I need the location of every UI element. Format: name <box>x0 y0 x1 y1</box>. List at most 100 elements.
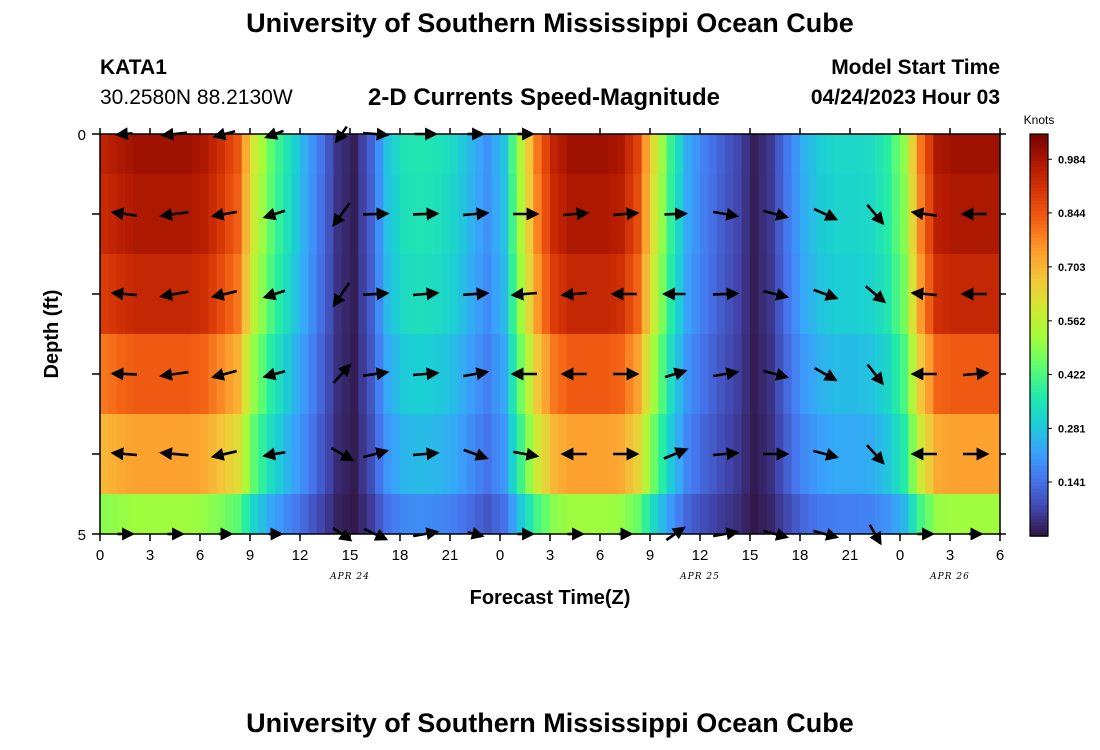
heatmap-cell <box>741 134 751 174</box>
heatmap-cell <box>150 414 159 494</box>
colorbar-step <box>1030 234 1048 239</box>
colorbar-step <box>1030 150 1048 155</box>
heatmap-cell <box>841 414 851 494</box>
heatmap-cell <box>650 414 659 494</box>
heatmap-cell <box>875 494 884 534</box>
heatmap-cell <box>941 254 951 334</box>
current-vectors <box>110 125 990 546</box>
x-tick-label: 3 <box>946 547 954 564</box>
heatmap-cell <box>250 174 259 254</box>
heatmap-cell <box>800 134 809 174</box>
heatmap-cell <box>100 174 109 254</box>
heatmap-cell <box>575 494 584 534</box>
colorbar-step <box>1030 361 1048 366</box>
heatmap-cell <box>850 254 859 334</box>
colorbar-step <box>1030 174 1048 179</box>
heatmap-cell <box>933 334 943 414</box>
heatmap-cell <box>541 334 551 414</box>
heatmap-cell <box>433 494 443 534</box>
heatmap-cell <box>175 494 184 534</box>
heatmap-cell <box>383 494 393 534</box>
heatmap-cell <box>966 134 976 174</box>
heatmap-cell <box>925 494 934 534</box>
colorbar-step <box>1030 489 1048 494</box>
current-vector <box>663 447 689 460</box>
heatmap-cell <box>550 254 559 334</box>
heatmap-cell <box>250 254 259 334</box>
heatmap-cell <box>450 494 459 534</box>
heatmap-cell <box>991 414 1001 494</box>
heatmap-cell <box>308 414 318 494</box>
heatmap-cell <box>350 414 359 494</box>
heatmap-cell <box>883 134 893 174</box>
colorbar-step <box>1030 154 1048 159</box>
heatmap-cell <box>816 254 826 334</box>
heatmap-cell <box>308 174 318 254</box>
current-vector <box>612 207 640 221</box>
heatmap-cell <box>891 254 901 334</box>
heatmap-cell <box>441 134 451 174</box>
heatmap-cell <box>141 494 151 534</box>
heatmap-cell <box>783 134 793 174</box>
heatmap-cell <box>283 414 293 494</box>
heatmap-cell <box>233 334 243 414</box>
heatmap-cell <box>691 254 701 334</box>
heatmap-cell <box>958 134 968 174</box>
colorbar-step <box>1030 505 1048 510</box>
current-vector <box>510 287 538 301</box>
colorbar-tick-label: 0.281 <box>1058 423 1086 435</box>
colorbar-tick-label: 0.703 <box>1058 262 1086 274</box>
heatmap-cell <box>758 494 768 534</box>
colorbar-step <box>1030 425 1048 430</box>
heatmap-cell <box>700 254 709 334</box>
colorbar-step <box>1030 304 1048 309</box>
heatmap-cell <box>166 134 176 174</box>
heatmap-cell <box>808 334 818 414</box>
colorbar-step <box>1030 438 1048 443</box>
x-tick-label: 6 <box>596 547 604 564</box>
current-vector <box>159 208 189 221</box>
heatmap-cell <box>841 134 851 174</box>
heatmap-cell <box>933 254 943 334</box>
heatmap-cell <box>300 254 309 334</box>
heatmap-cell <box>533 494 543 534</box>
heatmap-cell <box>783 334 793 414</box>
heatmap-cell <box>866 414 876 494</box>
heatmap-cell <box>108 494 118 534</box>
colorbar-step <box>1030 254 1048 259</box>
heatmap-cell <box>283 494 293 534</box>
heatmap-cell <box>758 334 768 414</box>
colorbar-step <box>1030 261 1048 266</box>
current-vector <box>262 287 286 301</box>
heatmap-cell <box>966 494 976 534</box>
heatmap-cell <box>650 334 659 414</box>
heatmap-cell <box>483 334 493 414</box>
colorbar-step <box>1030 217 1048 222</box>
heatmap-cell <box>183 174 193 254</box>
heatmap-cell <box>850 494 859 534</box>
colorbar-step <box>1030 428 1048 433</box>
heatmap-cell <box>841 254 851 334</box>
heatmap-cell <box>350 134 359 174</box>
heatmap-cell <box>325 414 334 494</box>
heatmap-cell <box>750 414 759 494</box>
heatmap-cell <box>150 494 159 534</box>
heatmap-cell <box>758 254 768 334</box>
heatmap-cell <box>991 494 1001 534</box>
heatmap-cell <box>883 174 893 254</box>
heatmap-cell <box>216 134 226 174</box>
heatmap-cell <box>183 334 193 414</box>
heatmap-cell <box>958 334 968 414</box>
heatmap-cell <box>358 174 368 254</box>
heatmap-cell <box>658 414 668 494</box>
heatmap-cell <box>975 134 984 174</box>
colorbar-step <box>1030 469 1048 474</box>
heatmap-cell <box>691 334 701 414</box>
colorbar-step <box>1030 388 1048 393</box>
heatmap-cell <box>475 494 484 534</box>
heatmap-cell <box>341 494 351 534</box>
heatmap-cell <box>983 134 993 174</box>
heatmap-cell <box>616 134 626 174</box>
current-vector <box>412 447 440 461</box>
x-tick-label: 15 <box>742 547 759 564</box>
